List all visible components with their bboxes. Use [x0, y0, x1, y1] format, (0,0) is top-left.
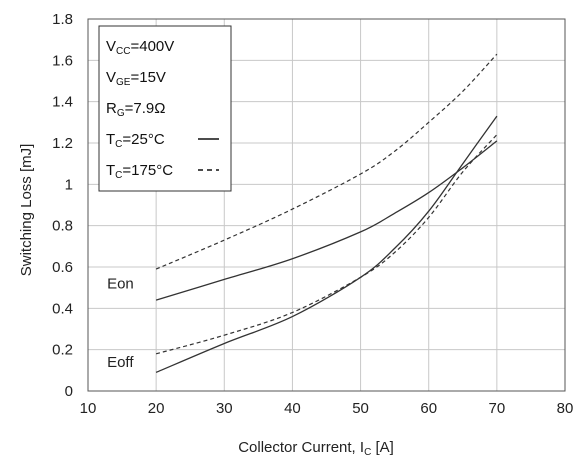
- y-tick-label: 1.4: [52, 94, 73, 111]
- y-tick-label: 1.8: [52, 11, 73, 28]
- series-line-eon-tc175: [155, 53, 498, 270]
- series-line-eoff-tc175: [155, 134, 498, 355]
- x-axis-title-main: Collector Current, I: [238, 439, 364, 456]
- legend-entry-tc25: TC=25°C: [106, 131, 165, 150]
- curve-label-eoff: Eoff: [107, 354, 134, 371]
- y-tick-label: 1.6: [52, 52, 73, 69]
- curve-labels: Eon Eoff: [107, 276, 134, 372]
- condition-rg: RG=7.9Ω: [106, 100, 165, 119]
- condition-vge: VGE=15V: [106, 69, 166, 88]
- curve-label-eon: Eon: [107, 276, 134, 293]
- y-tick-label: 0.6: [52, 259, 73, 276]
- y-tick-labels: 0 0.2 0.4 0.6 0.8 1 1.2 1.4 1.6 1.8: [52, 11, 73, 400]
- legend-frame: [98, 25, 232, 192]
- y-tick-label: 0.2: [52, 342, 73, 359]
- x-tick-labels: 10 20 30 40 50 60 70 80: [80, 400, 574, 417]
- x-tick-label: 20: [148, 400, 165, 417]
- x-tick-label: 80: [557, 400, 574, 417]
- series-lines: [155, 53, 498, 373]
- x-axis-title: Collector Current, IC [A]: [238, 439, 394, 458]
- y-tick-label: 1.2: [52, 135, 73, 152]
- condition-vcc: VCC=400V: [106, 38, 174, 57]
- x-tick-label: 10: [80, 400, 97, 417]
- x-tick-label: 50: [352, 400, 369, 417]
- x-tick-label: 70: [489, 400, 506, 417]
- y-tick-label: 0: [65, 383, 73, 400]
- series-line-eoff-tc25: [155, 115, 498, 373]
- y-axis-title: Switching Loss [mJ]: [18, 144, 35, 277]
- plot-area-border: [87, 18, 566, 392]
- legend-box: VCC=400V VGE=15V RG=7.9Ω TC=25°C TC=175°C: [98, 25, 232, 192]
- x-tick-label: 60: [420, 400, 437, 417]
- y-tick-label: 0.8: [52, 218, 73, 235]
- legend-entry-tc175: TC=175°C: [106, 162, 173, 181]
- y-tick-label: 0.4: [52, 300, 73, 317]
- x-axis-title-unit: [A]: [371, 439, 394, 456]
- x-tick-label: 40: [284, 400, 301, 417]
- x-tick-label: 30: [216, 400, 233, 417]
- x-axis-title-sub: C: [364, 447, 371, 458]
- y-tick-label: 1: [65, 176, 73, 193]
